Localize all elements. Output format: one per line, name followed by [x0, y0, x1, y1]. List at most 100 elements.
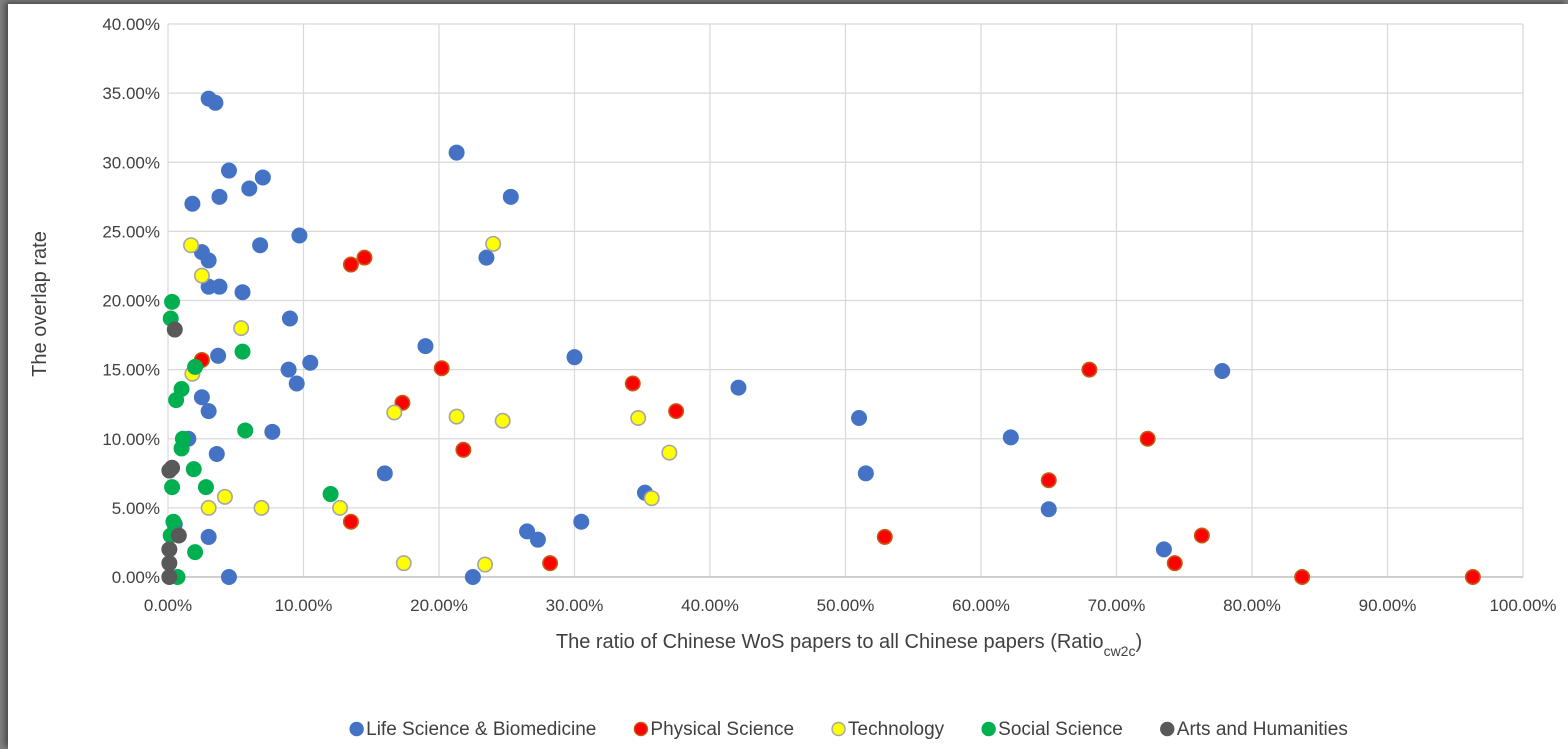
- data-point: [448, 144, 465, 161]
- series-3: [162, 293, 339, 585]
- data-point: [376, 465, 393, 482]
- data-point: [161, 462, 178, 479]
- data-point: [220, 162, 237, 179]
- data-point: [1166, 555, 1183, 572]
- data-point: [166, 321, 183, 338]
- data-point: [322, 486, 339, 503]
- x-tick-label: 50.00%: [817, 596, 875, 615]
- data-point: [342, 256, 359, 273]
- chart-frame: 0.00% 5.00% 10.00% 15.00% 20.00% 25.00% 30.00%…: [8, 4, 1568, 749]
- data-point: [356, 249, 373, 266]
- data-point: [502, 188, 519, 205]
- data-point: [1193, 527, 1210, 544]
- data-point: [730, 379, 747, 396]
- data-point: [1294, 568, 1311, 585]
- x-tick-label: 100.00%: [1489, 596, 1556, 615]
- legend-item: Technology: [831, 719, 945, 740]
- y-tick-labels: 0.00% 5.00% 10.00% 15.00% 20.00% 25.00% 30.00%…: [102, 15, 160, 587]
- legend-marker: [349, 721, 364, 737]
- data-point: [417, 338, 434, 355]
- series-4: [161, 321, 187, 585]
- data-point: [185, 461, 202, 478]
- x-axis-title-subscript: cw2c: [1104, 643, 1136, 659]
- legend-label: Life Science & Biomedicine: [366, 719, 596, 740]
- data-point: [197, 479, 214, 496]
- data-point: [241, 180, 258, 197]
- x-tick-label: 30.00%: [546, 596, 604, 615]
- legend-label: Physical Science: [650, 719, 794, 740]
- data-point: [168, 392, 185, 409]
- data-point: [857, 465, 874, 482]
- data-point: [170, 527, 187, 544]
- x-tick-label: 80.00%: [1223, 596, 1281, 615]
- data-point: [566, 349, 583, 366]
- data-point: [630, 410, 647, 427]
- x-tick-label: 20.00%: [410, 596, 468, 615]
- data-point: [529, 531, 546, 548]
- data-point: [485, 235, 502, 252]
- data-point: [302, 354, 319, 371]
- data-points: [161, 90, 1481, 585]
- y-tick-label: 30.00%: [102, 153, 160, 172]
- data-point: [208, 445, 225, 462]
- x-tick-label: 0.00%: [144, 596, 192, 615]
- data-point: [187, 544, 204, 561]
- data-point: [173, 440, 190, 457]
- data-point: [193, 267, 210, 284]
- x-tick-label: 90.00%: [1359, 596, 1417, 615]
- legend-item: Life Science & Biomedicine: [349, 719, 596, 740]
- data-point: [876, 528, 893, 545]
- data-point: [187, 358, 204, 375]
- y-tick-label: 0.00%: [112, 568, 160, 587]
- legend-item: Physical Science: [633, 719, 794, 740]
- data-point: [184, 195, 201, 212]
- data-point: [237, 422, 254, 439]
- data-point: [183, 237, 200, 254]
- x-tick-label: 10.00%: [275, 596, 333, 615]
- data-point: [164, 293, 181, 310]
- legend-marker: [981, 721, 996, 737]
- data-point: [542, 555, 559, 572]
- data-point: [211, 188, 228, 205]
- x-tick-label: 60.00%: [952, 596, 1010, 615]
- x-tick-labels: 0.00% 10.00% 20.00% 30.00% 40.00% 50.00% 60.00…: [144, 596, 1557, 615]
- data-point: [851, 410, 868, 427]
- legend-label: Social Science: [998, 719, 1123, 740]
- data-point: [386, 404, 403, 421]
- data-point: [165, 513, 182, 530]
- data-point: [433, 360, 450, 377]
- legend-marker: [831, 721, 846, 737]
- x-axis-title-main: The ratio of Chinese WoS papers to all C…: [556, 631, 1104, 653]
- data-point: [161, 568, 178, 585]
- data-point: [210, 347, 227, 364]
- data-point: [661, 444, 678, 461]
- data-point: [478, 249, 495, 266]
- y-tick-label: 15.00%: [102, 361, 160, 380]
- data-point: [519, 523, 536, 540]
- data-point: [332, 499, 349, 516]
- scatter-chart: 0.00% 5.00% 10.00% 15.00% 20.00% 25.00% 30.00%…: [29, 15, 1557, 740]
- data-point: [668, 403, 685, 420]
- data-point: [200, 252, 217, 269]
- data-point: [220, 568, 237, 585]
- legend-item: Social Science: [981, 719, 1123, 740]
- data-point: [1464, 568, 1481, 585]
- data-point: [494, 412, 511, 429]
- data-point: [280, 361, 297, 378]
- data-point: [1040, 501, 1057, 518]
- data-point: [291, 227, 308, 244]
- data-point: [211, 278, 228, 295]
- data-point: [1040, 472, 1057, 489]
- data-point: [264, 423, 281, 440]
- y-tick-label: 20.00%: [102, 292, 160, 311]
- data-point: [455, 441, 472, 458]
- data-point: [207, 94, 224, 111]
- data-point: [164, 479, 181, 496]
- legend-label: Arts and Humanities: [1177, 719, 1348, 740]
- y-tick-label: 25.00%: [102, 222, 160, 241]
- data-point: [1002, 429, 1019, 446]
- data-point: [193, 389, 210, 406]
- series-2: [183, 235, 678, 573]
- data-point: [1214, 363, 1231, 380]
- y-tick-label: 10.00%: [102, 430, 160, 449]
